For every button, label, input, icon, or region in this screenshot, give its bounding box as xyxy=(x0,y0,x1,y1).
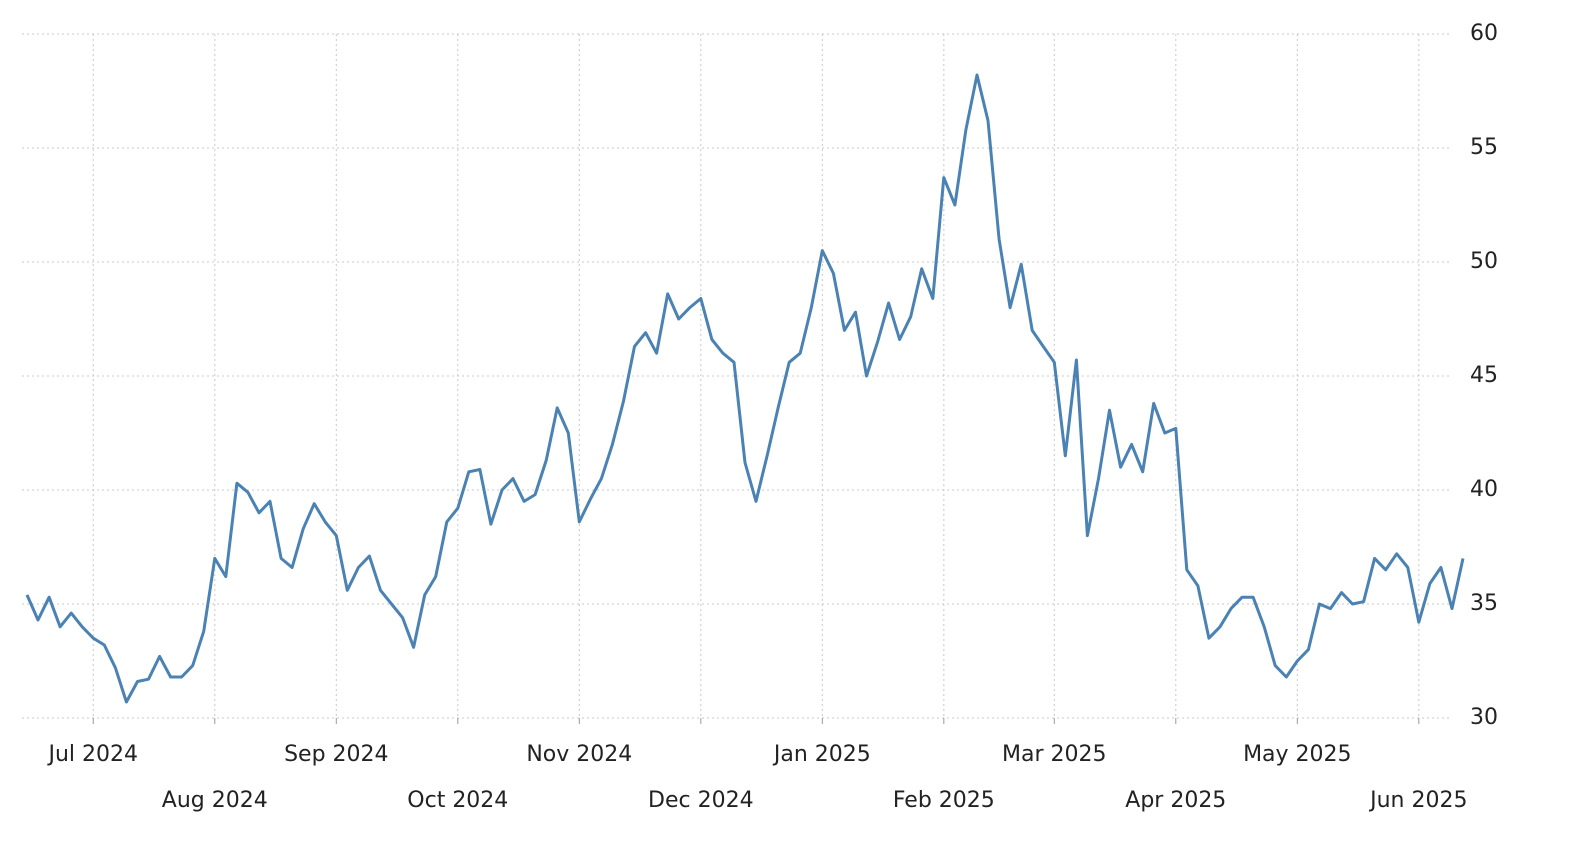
y-tick-label: 50 xyxy=(1470,249,1498,274)
y-tick-label: 55 xyxy=(1470,135,1498,160)
x-tick-label: Jun 2025 xyxy=(1368,788,1467,813)
y-tick-label: 45 xyxy=(1470,363,1498,388)
x-tick-label: May 2025 xyxy=(1243,742,1351,767)
x-tick-label: Feb 2025 xyxy=(893,788,995,813)
y-tick-label: 40 xyxy=(1470,477,1498,502)
x-tick-label: Dec 2024 xyxy=(648,788,754,813)
x-tick-label: Nov 2024 xyxy=(526,742,632,767)
x-tick-label: Jan 2025 xyxy=(772,742,871,767)
data-line xyxy=(25,73,1465,704)
y-tick-label: 60 xyxy=(1470,21,1498,46)
x-tick-label: Jul 2024 xyxy=(47,742,139,767)
y-tick-label: 35 xyxy=(1470,591,1498,616)
x-tick-label: Apr 2025 xyxy=(1125,788,1226,813)
x-tick-label: Sep 2024 xyxy=(284,742,388,767)
x-tick-label: Oct 2024 xyxy=(407,788,508,813)
x-tick-label: Mar 2025 xyxy=(1002,742,1107,767)
x-tick-label: Aug 2024 xyxy=(162,788,268,813)
y-tick-label: 30 xyxy=(1470,705,1498,730)
